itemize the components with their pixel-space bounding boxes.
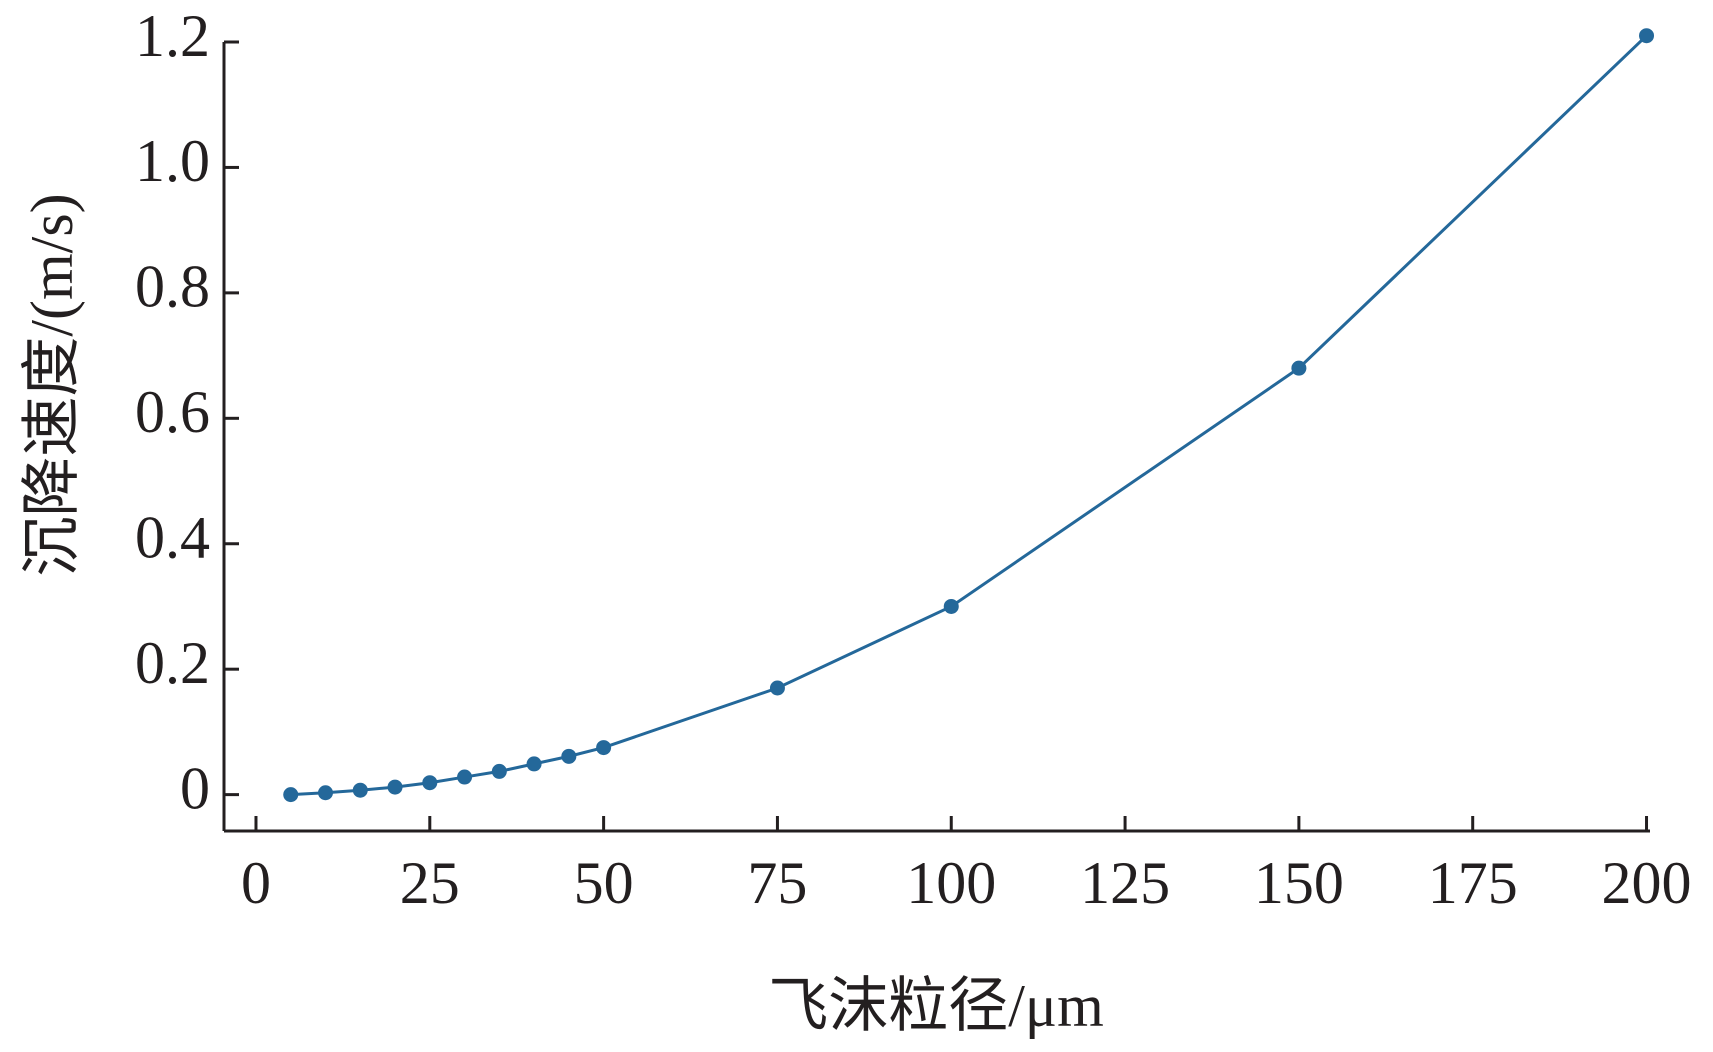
data-point <box>387 779 403 795</box>
y-tick-label: 1.2 <box>135 3 210 69</box>
y-tick-label: 1.0 <box>135 128 210 194</box>
data-point <box>457 769 473 785</box>
x-tick-label: 150 <box>1254 850 1344 916</box>
data-point <box>318 785 334 801</box>
data-point <box>1639 28 1655 44</box>
y-tick-label: 0.6 <box>135 379 210 445</box>
data-point <box>1291 360 1307 376</box>
data-point <box>596 740 612 756</box>
data-line <box>290 34 1648 797</box>
y-axis-label: 沉降速度/(m/s) <box>19 193 85 576</box>
x-axis-label: 飞沫粒径/μm <box>768 973 1104 1039</box>
data-point <box>943 598 959 614</box>
x-tick-label: 175 <box>1428 850 1518 916</box>
data-point <box>561 748 577 764</box>
y-tick-label: 0.8 <box>135 254 210 320</box>
x-tick-label: 100 <box>906 850 996 916</box>
data-point <box>283 787 299 803</box>
data-point <box>352 782 368 798</box>
x-tick-label: 25 <box>400 850 460 916</box>
y-tick-label: 0 <box>180 755 210 821</box>
x-tick-label: 0 <box>241 850 271 916</box>
data-point <box>422 775 438 791</box>
data-point <box>491 763 507 779</box>
data-point <box>526 756 542 772</box>
y-tick-label: 0.2 <box>135 630 210 696</box>
y-tick-label: 0.4 <box>135 505 210 571</box>
x-tick-label: 200 <box>1602 850 1692 916</box>
x-tick-label: 125 <box>1080 850 1170 916</box>
x-tick-label: 50 <box>574 850 634 916</box>
x-tick-label: 75 <box>747 850 807 916</box>
data-point <box>769 680 785 696</box>
